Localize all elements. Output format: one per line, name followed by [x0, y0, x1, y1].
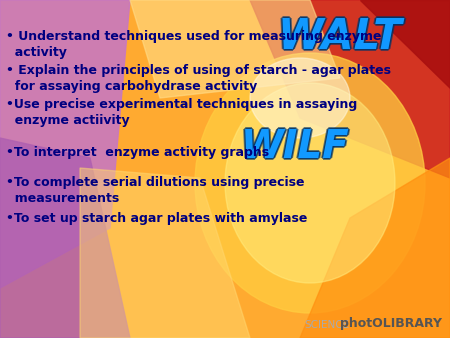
Text: WALT: WALT — [276, 16, 400, 58]
Text: WILF: WILF — [242, 129, 350, 167]
Text: WILF: WILF — [241, 128, 349, 166]
Text: WALT: WALT — [277, 17, 401, 59]
Text: • Explain the principles of using of starch - agar plates
  for assaying carbohy: • Explain the principles of using of sta… — [6, 64, 391, 93]
Ellipse shape — [195, 53, 425, 313]
Text: SCIENCE: SCIENCE — [304, 320, 349, 330]
Text: •To complete serial dilutions using precise
  measurements: •To complete serial dilutions using prec… — [6, 176, 305, 205]
Polygon shape — [130, 0, 340, 98]
Polygon shape — [0, 0, 130, 288]
Text: •To set up starch agar plates with amylase: •To set up starch agar plates with amyla… — [6, 212, 307, 225]
Text: WILF: WILF — [238, 128, 347, 166]
Polygon shape — [80, 168, 250, 338]
Text: WILF: WILF — [243, 128, 351, 166]
Text: WALT: WALT — [279, 17, 403, 59]
Polygon shape — [250, 0, 450, 178]
Text: •Use precise experimental techniques in assaying
  enzyme actiivity: •Use precise experimental techniques in … — [6, 98, 357, 127]
Text: WALT: WALT — [280, 16, 404, 58]
Text: •To interpret  enzyme activity graphs: •To interpret enzyme activity graphs — [6, 146, 269, 159]
Polygon shape — [360, 0, 450, 88]
Text: WALT: WALT — [277, 15, 401, 57]
Text: • Understand techniques used for measuring enzyme
  activity: • Understand techniques used for measuri… — [6, 30, 382, 59]
Polygon shape — [300, 158, 450, 338]
Text: WALT: WALT — [279, 15, 403, 57]
Text: WALT: WALT — [278, 16, 402, 58]
Text: WILF: WILF — [241, 130, 349, 168]
Text: WILF: WILF — [240, 129, 348, 167]
Ellipse shape — [250, 58, 350, 138]
Ellipse shape — [225, 83, 395, 283]
Text: WILF: WILF — [240, 127, 348, 165]
Text: WALT: WALT — [278, 14, 402, 56]
Text: WALT: WALT — [278, 18, 402, 60]
Text: photOLIBRARY: photOLIBRARY — [340, 317, 442, 330]
Polygon shape — [0, 138, 130, 338]
Text: WILF: WILF — [241, 126, 349, 164]
Text: WILF: WILF — [242, 127, 350, 165]
